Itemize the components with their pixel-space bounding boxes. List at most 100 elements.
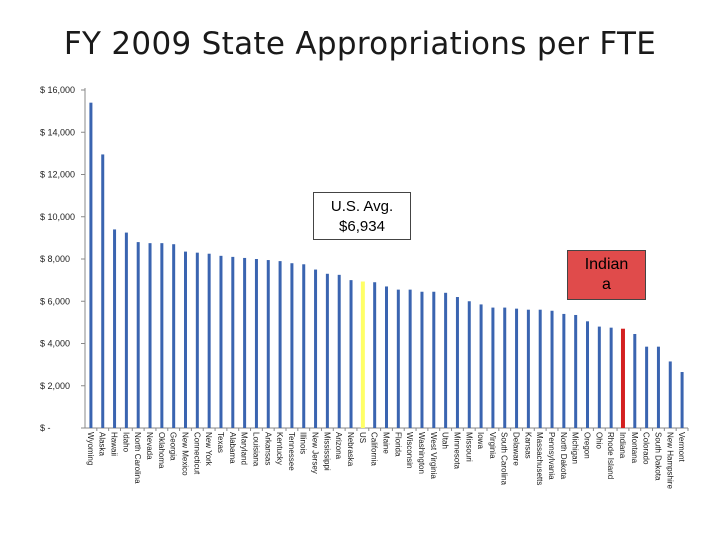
us-average-callout-line1: U.S. Avg. <box>330 198 394 215</box>
bar-rhode-island <box>609 327 613 428</box>
x-tick-label: North Carolina <box>133 432 142 484</box>
x-tick-label: Ohio <box>594 432 603 449</box>
y-tick-label: $ 12,000 <box>40 170 75 180</box>
bar-north-dakota <box>562 313 566 428</box>
bar-michigan <box>574 314 578 428</box>
bar-oklahoma <box>160 243 164 428</box>
x-tick-label: Illinois <box>299 432 308 454</box>
bar-illinois <box>302 264 306 428</box>
bar-idaho <box>124 232 128 428</box>
bar-florida <box>396 289 400 428</box>
x-tick-label: Florida <box>393 432 402 457</box>
bar-new-jersey <box>314 269 318 428</box>
x-tick-label: Maine <box>382 432 391 454</box>
bar-alabama <box>231 256 235 428</box>
bar-new-york <box>207 253 211 428</box>
x-tick-label: New Jersey <box>311 432 320 474</box>
bar-washington <box>420 291 424 428</box>
bar-south-carolina <box>503 307 507 428</box>
x-tick-label: Kentucky <box>275 432 284 465</box>
indiana-callout: Indian a <box>567 250 646 300</box>
indiana-callout-line1: Indian <box>584 256 629 273</box>
chart-title: FY 2009 State Appropriations per FTE <box>63 26 657 62</box>
x-tick-label: Georgia <box>169 432 178 461</box>
bar-california <box>373 282 377 428</box>
x-tick-label: Oregon <box>583 432 592 459</box>
indiana-callout-line2: a <box>602 276 611 293</box>
bar-delaware <box>515 308 519 428</box>
x-tick-label: Pennsylvania <box>547 432 556 480</box>
bar-colorado <box>645 346 649 428</box>
bar-hawaii <box>113 229 117 428</box>
bar-pennsylvania <box>550 310 554 428</box>
y-tick-label: $ 4,000 <box>40 339 70 349</box>
x-tick-label: Nebraska <box>346 432 355 467</box>
y-tick-label: $ 16,000 <box>40 85 75 95</box>
bar-mississippi <box>325 273 329 428</box>
y-tick-label: $ 2,000 <box>40 381 70 391</box>
bar-nevada <box>148 243 152 428</box>
x-tick-label: Connecticut <box>192 432 201 475</box>
x-tick-label: Nevada <box>145 432 154 460</box>
x-tick-label: Arkansas <box>263 432 272 465</box>
x-tick-label: Oklahoma <box>157 432 166 469</box>
bar-kentucky <box>278 261 282 428</box>
y-tick-label: $ 6,000 <box>40 296 70 306</box>
bar-wyoming <box>89 102 93 429</box>
bar-indiana <box>620 328 625 428</box>
x-tick-label: Hawaii <box>110 432 119 456</box>
bar-alaska <box>101 154 105 428</box>
bar-kansas <box>526 309 530 428</box>
x-tick-label: Michigan <box>571 432 580 464</box>
x-tick-label: New Mexico <box>181 432 190 476</box>
y-tick-label: $ 14,000 <box>40 127 75 137</box>
bar-us <box>360 281 365 428</box>
bar-new-mexico <box>184 251 187 428</box>
bar-wisconsin <box>408 289 412 428</box>
bar-vermont <box>680 372 684 428</box>
x-tick-label: West Virginia <box>429 432 438 479</box>
x-tick-label: Mississippi <box>322 432 331 471</box>
bar-arizona <box>337 274 341 428</box>
x-tick-label: US <box>358 432 367 443</box>
x-tick-label: Maryland <box>240 432 249 465</box>
bar-arkansas <box>266 260 270 428</box>
x-tick-label: New Hampshire <box>665 432 674 489</box>
x-tick-label: Missouri <box>464 432 473 462</box>
x-tick-label: Wisconsin <box>405 432 414 468</box>
x-tick-label: South Carolina <box>500 432 509 485</box>
bar-connecticut <box>195 252 199 428</box>
bar-virginia <box>491 307 495 428</box>
x-tick-label: Vermont <box>677 432 686 463</box>
x-tick-label: North Dakota <box>559 432 568 480</box>
x-tick-label: Alabama <box>228 432 237 464</box>
bar-missouri <box>467 301 471 428</box>
bar-maryland <box>243 257 247 428</box>
bar-massachusetts <box>538 309 542 428</box>
x-tick-label: Minnesota <box>452 432 461 469</box>
bar-iowa <box>479 304 483 428</box>
x-tick-label: Idaho <box>121 432 130 453</box>
x-tick-label: Colorado <box>642 432 651 465</box>
bar-ohio <box>597 326 601 428</box>
x-tick-label: Washington <box>417 432 426 474</box>
us-average-callout: U.S. Avg. $6,934 <box>313 192 411 240</box>
bar-north-carolina <box>136 242 140 428</box>
x-tick-label: Alaska <box>98 432 107 457</box>
us-average-callout-line2: $6,934 <box>339 218 385 235</box>
y-tick-label: $ - <box>40 423 51 433</box>
x-tick-label: Montana <box>630 432 639 464</box>
x-tick-label: New York <box>204 432 213 467</box>
x-tick-label: Rhode Island <box>606 432 615 479</box>
y-tick-label: $ 10,000 <box>40 212 75 222</box>
bar-louisiana <box>254 259 258 428</box>
bar-tennessee <box>290 263 294 428</box>
bar-oregon <box>586 321 589 428</box>
x-tick-label: Kansas <box>523 432 532 459</box>
x-tick-label: Indiana <box>618 432 627 459</box>
bar-nebraska <box>349 280 353 428</box>
bar-south-dakota <box>656 346 660 428</box>
bar-utah <box>444 292 448 428</box>
bar-georgia <box>172 244 176 428</box>
